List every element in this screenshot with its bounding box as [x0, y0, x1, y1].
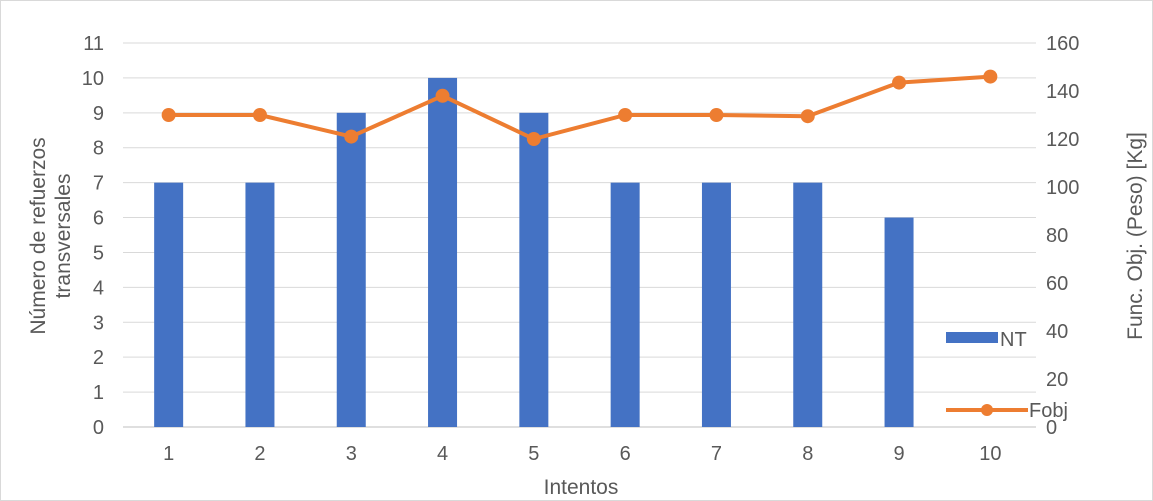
- y2-axis-title: Func. Obj. (Peso) [Kg]: [1124, 132, 1147, 340]
- bar-nt: [336, 112, 366, 428]
- y2-tick-label: 60: [1046, 273, 1068, 295]
- x-tick-label: 4: [437, 443, 448, 465]
- fobj-point: [161, 108, 176, 122]
- bar-nt: [610, 182, 640, 427]
- fobj-point: [435, 88, 450, 103]
- bar-nt: [245, 182, 275, 427]
- legend-marker-fobj: [981, 404, 993, 416]
- y2-tick-label: 120: [1046, 129, 1079, 151]
- left-axis-ticks: 0 1 2 3 4 5 6 7 8 9 10 11: [82, 33, 104, 439]
- fobj-point: [252, 108, 267, 122]
- fobj-line: [168, 74, 991, 141]
- fobj-point: [709, 108, 724, 122]
- y2-tick-label: 140: [1046, 81, 1079, 103]
- y2-tick-label: 40: [1046, 321, 1068, 343]
- fobj-point: [526, 132, 541, 146]
- y-tick-label: 8: [93, 138, 104, 160]
- y2-tick-label: 100: [1046, 177, 1079, 199]
- y-tick-label: 6: [93, 208, 104, 230]
- y-tick-label: 5: [93, 242, 104, 264]
- x-tick-label: 9: [893, 443, 904, 465]
- x-tick-label: 5: [528, 443, 539, 465]
- legend: NT Fobj: [946, 329, 1068, 422]
- fobj-point: [983, 69, 998, 84]
- y-tick-label: 4: [93, 277, 104, 299]
- x-tick-label: 10: [979, 443, 1001, 465]
- y-axis-title-line-2: transversales: [52, 174, 75, 299]
- y-tick-label: 3: [93, 312, 104, 334]
- y-tick-label: 9: [93, 103, 104, 125]
- gridlines: [123, 42, 1036, 428]
- y-tick-label: 2: [93, 347, 104, 369]
- bar-nt: [701, 182, 731, 427]
- y-tick-label: 1: [93, 382, 104, 404]
- bar-nt: [154, 182, 184, 427]
- y2-tick-label: 80: [1046, 225, 1068, 247]
- x-tick-label: 7: [711, 443, 722, 465]
- legend-label-fobj: Fobj: [1029, 400, 1068, 422]
- x-axis-ticks: 1 2 3 4 5 6 7 8 9 10: [163, 443, 1001, 465]
- line-series-fobj: [161, 69, 998, 146]
- right-axis-ticks: 0 20 40 60 80 100 120 140 160: [1046, 33, 1079, 439]
- x-tick-label: 6: [620, 443, 631, 465]
- y-tick-label: 10: [82, 68, 104, 90]
- x-axis-title: Intentos: [544, 476, 619, 499]
- x-tick-label: 3: [346, 443, 357, 465]
- y-tick-label: 11: [83, 33, 104, 55]
- y2-tick-label: 160: [1046, 33, 1079, 55]
- x-tick-label: 2: [254, 443, 265, 465]
- y2-tick-label: 20: [1046, 369, 1068, 391]
- bar-nt: [519, 112, 549, 428]
- y-tick-label: 7: [93, 173, 104, 195]
- bar-nt: [428, 77, 458, 427]
- y-axis-title-line-1: Número de refuerzos: [27, 137, 50, 334]
- fobj-point: [800, 109, 815, 124]
- x-tick-label: 8: [802, 443, 813, 465]
- fobj-point: [344, 129, 359, 144]
- legend-swatch-nt: [946, 332, 998, 343]
- y-tick-label: 0: [93, 417, 104, 439]
- legend-label-nt: NT: [1000, 329, 1027, 351]
- bar-nt: [793, 182, 823, 427]
- x-tick-label: 1: [163, 443, 174, 465]
- fobj-point: [892, 75, 907, 90]
- y2-tick-label: 0: [1046, 417, 1057, 439]
- bar-nt: [884, 217, 914, 427]
- bar-series-nt: [154, 77, 914, 428]
- fobj-point: [618, 108, 633, 122]
